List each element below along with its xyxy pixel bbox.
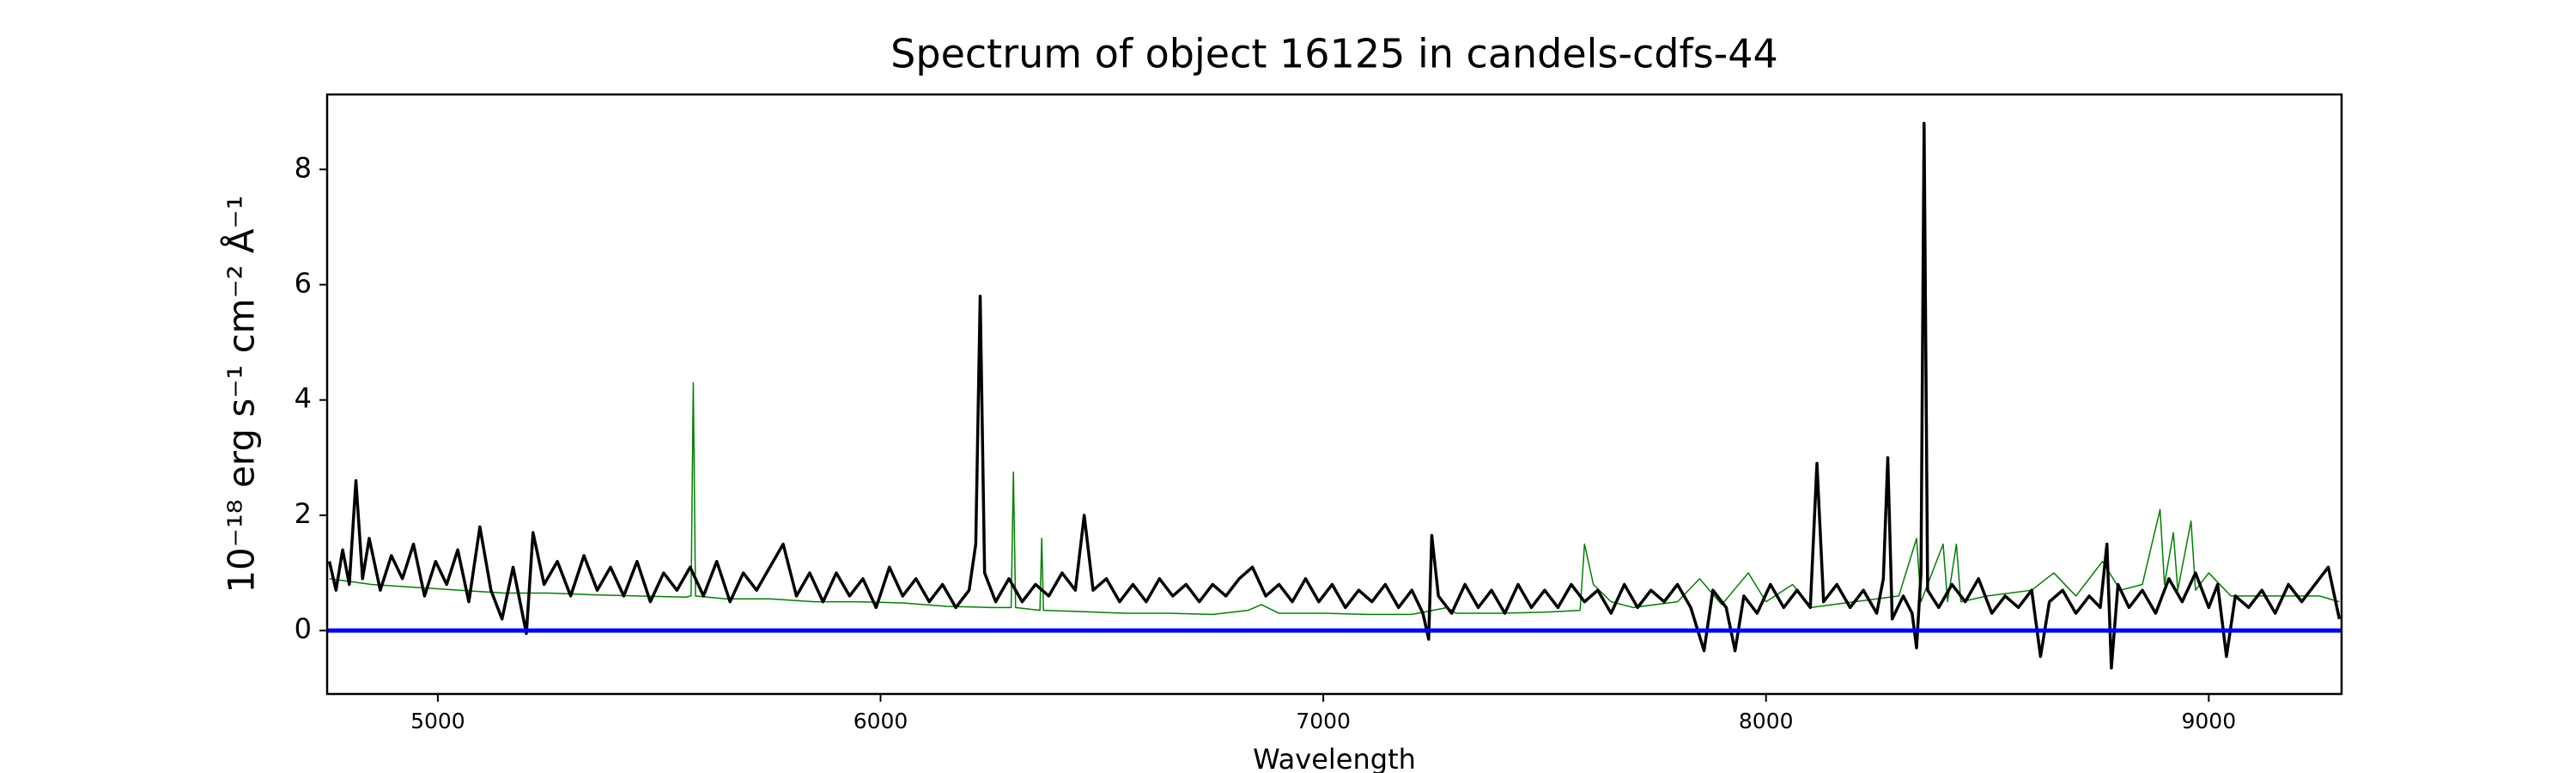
x-tick-label: 9000 bbox=[2182, 709, 2237, 733]
x-tick-label: 8000 bbox=[1739, 709, 1794, 733]
plot-area bbox=[327, 121, 2342, 670]
axes-frame bbox=[325, 93, 2343, 696]
spectrum-line bbox=[327, 121, 2342, 670]
x-tick-label: 5000 bbox=[410, 709, 465, 733]
y-tick-label: 0 bbox=[295, 612, 312, 645]
x-tick-label: 6000 bbox=[854, 709, 908, 733]
y-tick-label: 8 bbox=[295, 151, 312, 184]
y-axis-label: 10⁻¹⁸ erg s⁻¹ cm⁻² Å⁻¹ bbox=[220, 195, 263, 593]
chart-title: Spectrum of object 16125 in candels-cdfs… bbox=[890, 31, 1778, 77]
x-axis-label: Wavelength bbox=[1253, 743, 1416, 773]
y-tick-label: 2 bbox=[295, 497, 312, 530]
x-tick-label: 7000 bbox=[1296, 709, 1351, 733]
y-tick-label: 4 bbox=[295, 382, 312, 415]
y-tick-label: 6 bbox=[295, 266, 312, 299]
